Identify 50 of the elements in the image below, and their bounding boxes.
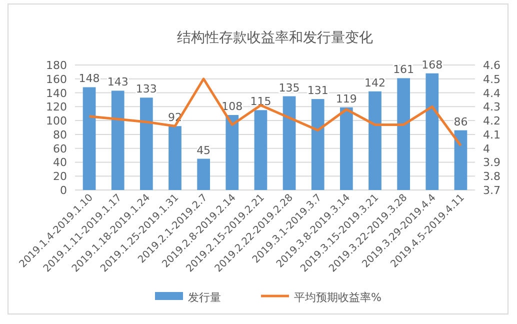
- y2-tick-label: 3.7: [483, 184, 500, 197]
- bar: [197, 158, 210, 190]
- data-label: 143: [107, 76, 128, 89]
- y-tick-label: 180: [46, 59, 67, 72]
- bar: [368, 91, 382, 190]
- bar: [340, 107, 353, 190]
- bar: [397, 78, 410, 190]
- y2-tick-label: 3.8: [483, 170, 500, 184]
- y-tick-label: 40: [53, 156, 67, 170]
- y-tick-label: 100: [46, 114, 67, 128]
- data-label: 133: [136, 82, 157, 96]
- bar: [168, 126, 182, 190]
- y2-tick-label: 3.9: [483, 156, 500, 170]
- bar: [82, 87, 96, 190]
- y2-tick-label: 4.1: [483, 128, 500, 142]
- y2-tick-label: 4: [483, 142, 490, 156]
- y-tick-label: 160: [46, 72, 67, 86]
- bar: [454, 130, 468, 190]
- y-tick-label: 0: [60, 184, 67, 197]
- data-label: 86: [454, 115, 468, 128]
- y-tick-label: 120: [46, 100, 67, 114]
- data-label: 161: [393, 63, 414, 76]
- y-tick-label: 140: [46, 86, 67, 100]
- bar: [140, 98, 153, 190]
- y2-tick-label: 4.2: [483, 114, 500, 128]
- y2-tick-label: 4.3: [483, 100, 500, 114]
- y-tick-label: 60: [53, 142, 67, 156]
- data-label: 108: [222, 100, 243, 113]
- legend-label: 发行量: [188, 291, 221, 304]
- data-label: 135: [278, 81, 300, 94]
- y2-tick-label: 4.5: [483, 72, 500, 86]
- bar: [226, 115, 239, 190]
- data-label: 131: [307, 84, 328, 98]
- data-label: 115: [250, 95, 272, 108]
- y2-tick-label: 4.6: [483, 59, 500, 72]
- data-label: 148: [78, 72, 100, 86]
- bar: [282, 96, 296, 190]
- data-label: 142: [364, 76, 386, 90]
- title: 结构性存款收益率和发行量变化: [177, 30, 373, 46]
- bar: [254, 110, 268, 190]
- y-tick-label: 80: [53, 128, 67, 142]
- y-tick-label: 20: [53, 170, 67, 184]
- data-label: 168: [422, 58, 443, 72]
- legend-label: 平均预期收益率%: [294, 291, 382, 304]
- data-label: 45: [196, 144, 211, 157]
- bar: [111, 90, 124, 190]
- bar: [311, 99, 324, 190]
- bar: [426, 73, 439, 190]
- data-label: 119: [336, 92, 357, 106]
- y2-tick-label: 4.4: [483, 86, 500, 100]
